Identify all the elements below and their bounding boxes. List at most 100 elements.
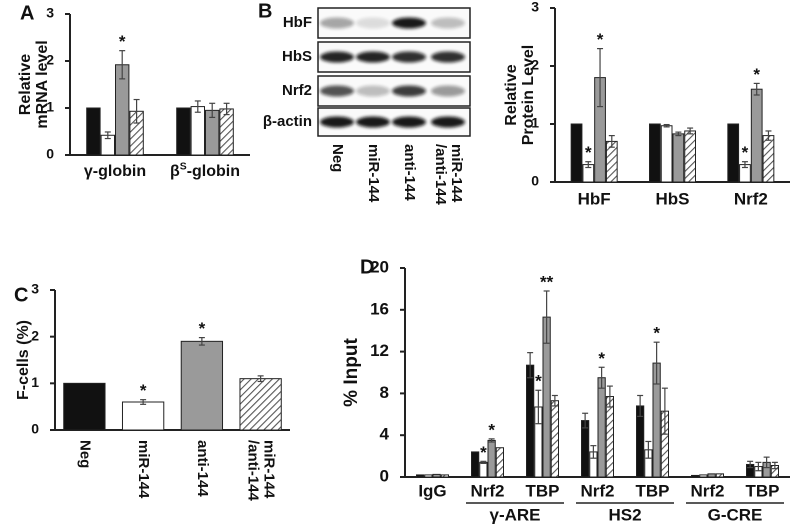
- bar: [63, 382, 106, 431]
- y-tick-label: 2: [46, 52, 54, 68]
- y-tick-label: 0: [46, 146, 54, 162]
- panel-label: D: [360, 256, 374, 278]
- bar: [487, 439, 496, 478]
- blot-band: [320, 17, 354, 29]
- x-tick-label: HbF: [578, 189, 611, 208]
- blot-band: [431, 116, 465, 128]
- blot-lane-label: anti-144: [401, 144, 418, 201]
- blot-band: [431, 85, 465, 97]
- y-axis-label: mRNA level: [34, 40, 51, 128]
- x-tick-label: miR-144: [135, 440, 152, 499]
- blot-band: [320, 85, 354, 97]
- y-tick-label: 2: [531, 57, 539, 73]
- x-tick-label: HbS: [656, 189, 690, 208]
- significance-mark: **: [540, 272, 554, 291]
- bar: [660, 125, 673, 183]
- y-axis-label: % Input: [341, 338, 362, 407]
- bar: [471, 451, 480, 478]
- bar: [239, 378, 282, 431]
- blot-lane-label: miR-144: [365, 144, 382, 203]
- blot-row-label: HbS: [282, 48, 312, 65]
- y-tick-label: 12: [370, 341, 389, 360]
- x-tick-label: Nrf2: [690, 481, 724, 500]
- x-tick-label: γ-globin: [84, 163, 146, 180]
- bar: [432, 473, 441, 478]
- panel-label: A: [20, 2, 34, 24]
- bar: [416, 474, 425, 478]
- y-tick-label: 2: [31, 327, 39, 343]
- blot-band: [320, 116, 354, 128]
- significance-mark: *: [535, 372, 542, 391]
- blot-lane-label: Neg: [329, 144, 346, 172]
- bar: [440, 474, 449, 478]
- bar: [605, 396, 614, 478]
- group-label: HS2: [608, 505, 641, 524]
- x-tick-label: Neg: [76, 440, 93, 468]
- bar: [121, 401, 165, 431]
- significance-mark: *: [742, 143, 749, 162]
- bar: [727, 123, 740, 183]
- y-tick-label: 3: [46, 5, 54, 21]
- bar: [707, 473, 716, 478]
- group-label: γ-ARE: [489, 505, 540, 524]
- y-tick-label: 0: [31, 421, 39, 437]
- x-tick-label: miR-144: [261, 440, 278, 499]
- x-tick-label: Nrf2: [470, 481, 504, 500]
- significance-mark: *: [597, 30, 604, 49]
- significance-mark: *: [488, 420, 495, 439]
- significance-mark: *: [199, 319, 206, 338]
- bar: [597, 377, 606, 478]
- bar: [684, 130, 696, 183]
- bar: [750, 88, 763, 183]
- blot-band: [356, 51, 390, 63]
- bar: [649, 123, 661, 183]
- significance-mark: *: [753, 65, 760, 84]
- blot-band: [392, 51, 426, 63]
- bar: [672, 133, 685, 183]
- x-tick-label: TBP: [636, 481, 670, 500]
- y-tick-label: 1: [531, 115, 539, 131]
- y-tick-label: 1: [46, 99, 54, 115]
- blot-band: [356, 17, 390, 29]
- bar: [715, 473, 724, 478]
- y-tick-label: 3: [31, 281, 39, 297]
- y-axis-label: Relative: [503, 64, 520, 125]
- x-tick-label: /anti-144: [245, 440, 262, 502]
- bar: [424, 474, 433, 478]
- y-tick-label: 4: [380, 425, 390, 444]
- y-tick-label: 16: [370, 299, 389, 318]
- bar: [479, 461, 488, 478]
- blot-lane-label: miR-144: [448, 144, 465, 203]
- bar: [526, 364, 535, 478]
- y-tick-label: 8: [380, 383, 389, 402]
- x-tick-label: βS-globin: [170, 161, 240, 180]
- bar: [176, 107, 191, 156]
- blot-band: [392, 17, 426, 29]
- significance-mark: *: [480, 443, 487, 462]
- y-axis-label: Relative: [17, 54, 34, 115]
- x-tick-label-base: β: [170, 163, 180, 180]
- y-tick-label: 1: [31, 374, 39, 390]
- bar: [570, 123, 583, 183]
- bar: [691, 474, 700, 478]
- panel-label: B: [258, 0, 272, 22]
- bar: [762, 135, 775, 183]
- blot-row-label: HbF: [283, 14, 312, 31]
- blot-band: [392, 116, 426, 128]
- y-axis-label: F-cells (%): [15, 320, 32, 400]
- blot-band: [356, 116, 390, 128]
- significance-mark: *: [119, 32, 126, 51]
- blot-lane-label: /anti-144: [432, 144, 449, 206]
- blot-band: [431, 17, 465, 29]
- blot-row-label: β-actin: [263, 113, 312, 130]
- x-tick-label-rest: -globin: [187, 163, 240, 180]
- x-tick-label: Nrf2: [580, 481, 614, 500]
- x-tick-label: IgG: [418, 481, 446, 500]
- x-tick-label: Nrf2: [734, 189, 768, 208]
- bar: [86, 107, 101, 156]
- blot-band: [320, 51, 354, 63]
- blot-band: [392, 85, 426, 97]
- x-tick-label: anti-144: [194, 440, 211, 497]
- bar: [190, 106, 206, 156]
